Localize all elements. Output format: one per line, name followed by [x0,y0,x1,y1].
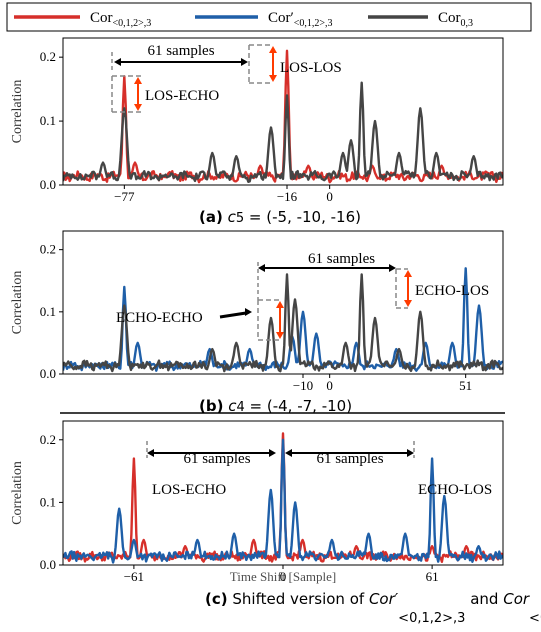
legend-label-2: Cor′<0,1,2>,3 [268,10,333,29]
caption-c: (c) Shifted version of Cor′<0,1,2>,3 and… [205,590,541,626]
arrow-head [269,75,277,82]
legend: Cor<0,1,2>,3 Cor′<0,1,2>,3 Cor0,3 [6,2,532,32]
arrow-head [276,301,284,308]
y-tick-label: 0.2 [40,49,56,64]
x-tick-label: −10 [293,378,313,393]
caption-a: (a) c5 = (-5, -10, -16) [199,208,361,226]
plot-frame [62,420,504,566]
series-line [63,273,503,373]
y-axis-label: Correlation [10,271,25,335]
los-echo-label: LOS-ECHO [145,88,219,104]
y-axis-label: Correlation [10,80,25,144]
series-line [63,81,503,184]
arrow-head [389,264,396,272]
arrow-head [269,449,276,457]
arrow-head [285,449,292,457]
arrow-head [114,58,121,66]
y-tick-label: 0.0 [40,557,56,572]
echo-echo-label: ECHO-ECHO [116,310,203,326]
x-tick-label: −77 [114,189,135,204]
arrow-head [269,46,277,53]
y-tick-label: 0.1 [40,304,56,319]
series-line [63,438,503,564]
y-axis-label: Correlation [10,461,25,525]
plot-frame [62,230,504,375]
panel-a: 0.0 0.1 0.2 −77 −16 0 Correlation [10,37,504,204]
dash-bracket [111,75,142,113]
plot-frame [62,37,504,186]
pointer-arrow [219,311,247,319]
x-tick-label: 0 [326,378,333,393]
y-tick-label: 0.2 [40,242,56,257]
y-tick-label: 0.0 [40,366,56,381]
panel-c-annotations: 61 samples 61 samples LOS-ECHO ECHO-LOS [146,441,492,498]
y-tick-label: 0.1 [40,113,56,128]
arrow-head [276,332,284,339]
caption-b: (b) c4 = (-4, -7, -10) [199,397,352,415]
x-tick-label: 61 [426,569,439,584]
arrow-head [407,449,414,457]
y-tick-label: 0.2 [40,432,56,447]
dash-bracket [248,44,273,84]
arrow-head [404,270,412,277]
panel-b: 0.0 0.1 0.2 −10 0 51 Correlation [10,230,504,393]
series-line [63,267,503,372]
arrow-head [245,308,252,316]
x-axis-label: Time Shift [Sample] [230,569,336,584]
panel-a-annotations: 61 samples LOS-ECHO LOS-LOS [111,43,342,113]
arrow-head [258,264,265,272]
span-label: 61 samples [316,451,383,467]
dash-bracket [395,268,408,309]
span-label: 61 samples [147,43,214,59]
echo-los-label: ECHO-LOS [418,482,492,498]
x-tick-label: 51 [459,378,472,393]
span-label: 61 samples [308,251,375,267]
los-los-label: LOS-LOS [280,60,342,76]
x-tick-label: 0 [326,189,333,204]
legend-label-1: Cor<0,1,2>,3 [90,10,151,29]
y-tick-label: 0.1 [40,494,56,509]
y-tick-label: 0.0 [40,177,56,192]
los-echo-label: LOS-ECHO [152,482,226,498]
panel-c: 0.0 0.1 0.2 −61 0 61 Correlation Time Shift [Sa… [10,420,504,584]
legend-box [6,2,532,32]
arrow-head [241,58,248,66]
echo-los-label: ECHO-LOS [415,283,489,299]
x-tick-label: −61 [124,569,144,584]
dash-bracket [257,299,282,341]
legend-label-3: Cor0,3 [438,10,473,29]
x-tick-label: −16 [277,189,298,204]
arrow-head [147,449,154,457]
arrow-head [134,77,142,84]
x-tick-label: 0 [280,569,287,584]
arrow-head [134,104,142,111]
panel-b-annotations: 61 samples ECHO-ECHO ECHO-LOS [116,251,489,341]
arrow-head [404,300,412,307]
span-label: 61 samples [183,451,250,467]
